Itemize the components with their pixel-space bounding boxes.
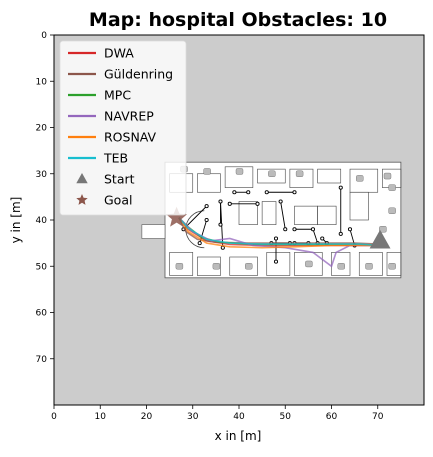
- map-room: [317, 205, 337, 225]
- x-tick-label: 60: [326, 412, 338, 422]
- obstacle-point: [292, 227, 297, 232]
- map-furniture: [212, 263, 221, 270]
- x-tick-label: 50: [280, 412, 292, 422]
- obstacle-point: [255, 201, 260, 206]
- legend-label: ROSNAV: [104, 130, 157, 145]
- map-furniture: [388, 263, 396, 270]
- map-room: [238, 201, 258, 225]
- map-room: [266, 252, 291, 276]
- obstacle-point: [278, 199, 283, 204]
- obstacle-point: [338, 185, 343, 190]
- map-room: [229, 256, 258, 276]
- legend-swatch: [76, 194, 88, 205]
- goal-marker: [166, 206, 187, 227]
- series-line-rosnav: [178, 217, 378, 249]
- map-room: [257, 168, 286, 184]
- map-furniture: [356, 175, 364, 182]
- y-axis-ticks: 0 10 20 30 40 50 60 70: [36, 31, 54, 365]
- legend-label: Güldenring: [104, 67, 173, 82]
- legend-label: Start: [104, 172, 135, 187]
- obstacle-point: [310, 227, 316, 232]
- y-tick-label: 30: [36, 170, 48, 180]
- x-axis-label: x in [m]: [215, 429, 262, 443]
- obstacle-point: [218, 222, 223, 227]
- obstacle-point: [246, 190, 251, 195]
- series-line-teb: [178, 217, 378, 247]
- map-furniture: [388, 184, 396, 191]
- map-room: [349, 191, 369, 221]
- map-room: [261, 201, 277, 225]
- chart-title: Map: hospital Obstacles: 10: [89, 9, 387, 31]
- y-tick-label: 50: [36, 262, 48, 272]
- y-tick-label: 10: [36, 77, 48, 87]
- x-tick-label: 40: [233, 412, 245, 422]
- obstacle-point: [273, 259, 279, 264]
- map-furniture: [235, 168, 244, 175]
- trajectory-series: [178, 217, 378, 268]
- map-room: [169, 252, 194, 276]
- obstacle-point: [320, 236, 325, 241]
- obstacle-point: [283, 227, 288, 232]
- obstacle-point: [232, 190, 237, 195]
- obstacle-point: [347, 227, 353, 232]
- legend-label: TEB: [103, 151, 128, 166]
- x-axis-ticks: 0 10 20 30 40 50 60 70: [51, 405, 384, 422]
- y-tick-label: 20: [36, 124, 48, 134]
- map-room: [197, 256, 221, 276]
- y-tick-label: 70: [36, 355, 48, 365]
- map-entrance: [141, 224, 166, 239]
- legend-label: DWA: [104, 46, 134, 61]
- obstacle-point: [227, 201, 232, 206]
- map-furniture: [203, 168, 211, 175]
- y-tick-label: 60: [36, 309, 48, 319]
- map-room: [224, 166, 254, 188]
- map-furniture: [365, 263, 373, 270]
- map-furniture: [337, 263, 345, 270]
- obstacle-paths: [181, 185, 357, 264]
- y-tick-label: 40: [36, 216, 48, 226]
- legend-label: NAVREP: [104, 109, 154, 124]
- obstacle-path: [280, 201, 286, 230]
- map-furniture: [295, 170, 304, 177]
- map-furniture: [383, 172, 392, 180]
- legend-label: Goal: [104, 193, 132, 208]
- map-room: [386, 252, 402, 276]
- y-tick-label: 0: [41, 31, 47, 41]
- legend-box: [59, 40, 187, 216]
- obstacle-point: [292, 190, 297, 195]
- obstacle-point: [264, 190, 269, 195]
- x-tick-label: 10: [95, 412, 107, 422]
- map-furniture: [379, 226, 387, 233]
- obstacle-point: [197, 241, 202, 246]
- obstacle-point: [273, 236, 279, 241]
- map-furniture: [245, 263, 253, 270]
- map-furniture: [305, 260, 313, 268]
- hospital-map: [141, 161, 402, 279]
- map-room: [289, 168, 314, 188]
- start-goal-markers: [166, 206, 391, 249]
- map-furniture: [268, 170, 276, 177]
- obstacle-point: [338, 231, 343, 236]
- start-marker: [369, 229, 391, 249]
- obstacle-point: [204, 217, 209, 223]
- map-room: [317, 168, 342, 184]
- obstacle-point: [204, 204, 209, 209]
- map-room: [358, 252, 383, 276]
- y-axis-label: y in [m]: [9, 197, 23, 244]
- x-tick-label: 70: [372, 412, 384, 422]
- x-tick-label: 30: [187, 412, 199, 422]
- x-tick-label: 0: [51, 412, 57, 422]
- map-furniture: [388, 207, 396, 214]
- x-tick-label: 20: [141, 412, 153, 422]
- map-furniture: [175, 263, 184, 270]
- legend-label: MPC: [104, 88, 131, 103]
- legend: DWA Güldenring MPC NAVREP ROSNAV TEB Start Goal: [59, 40, 187, 216]
- legend-swatch: [76, 173, 88, 184]
- obstacle-point: [218, 199, 223, 204]
